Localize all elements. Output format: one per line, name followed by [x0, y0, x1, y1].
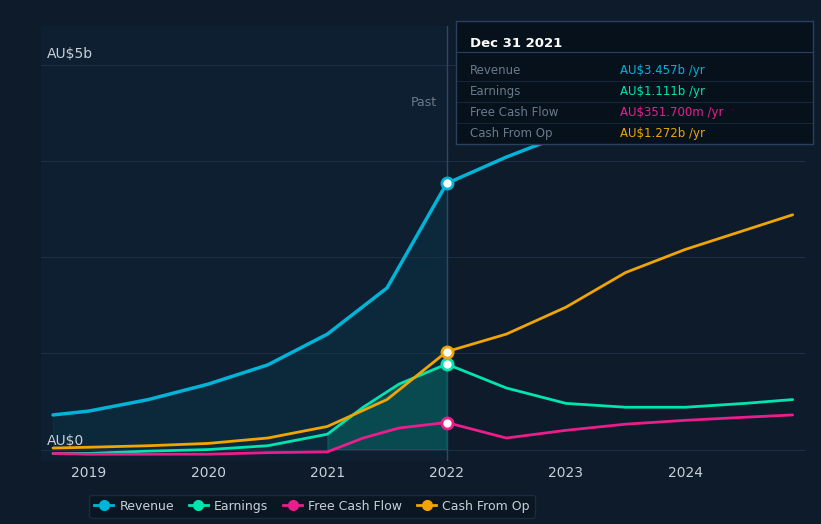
Text: AU$351.700m /yr: AU$351.700m /yr [620, 105, 723, 118]
Text: Free Cash Flow: Free Cash Flow [470, 105, 558, 118]
Text: AU$0: AU$0 [47, 434, 85, 448]
Text: Analysts Forecasts: Analysts Forecasts [456, 96, 572, 109]
Bar [41, 26, 447, 461]
Text: Revenue: Revenue [470, 64, 521, 77]
Text: Dec 31 2021: Dec 31 2021 [470, 37, 562, 50]
Text: AU$1.111b /yr: AU$1.111b /yr [620, 85, 705, 97]
Text: AU$3.457b /yr: AU$3.457b /yr [620, 64, 704, 77]
Legend: Revenue, Earnings, Free Cash Flow, Cash From Op: Revenue, Earnings, Free Cash Flow, Cash … [89, 495, 534, 518]
Text: AU$5b: AU$5b [47, 47, 93, 61]
Text: Cash From Op: Cash From Op [470, 126, 553, 139]
Text: Earnings: Earnings [470, 85, 521, 97]
Text: Past: Past [411, 96, 437, 109]
Text: AU$1.272b /yr: AU$1.272b /yr [620, 126, 705, 139]
